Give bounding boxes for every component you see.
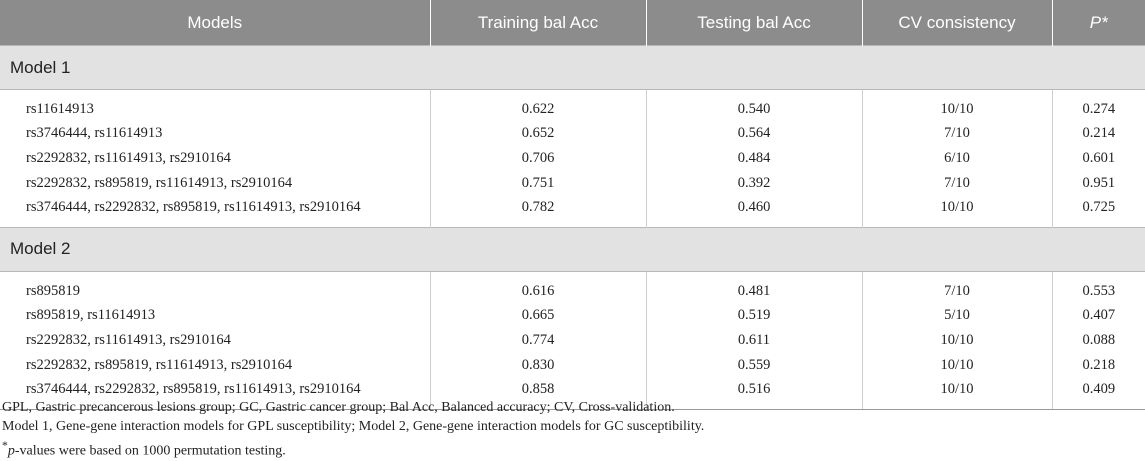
cell-testing-bal-acc: 0.392 bbox=[646, 170, 863, 196]
table-row: rs895819, rs11614913 0.665 0.519 5/10 0.… bbox=[0, 303, 1145, 329]
cell-p-value: 0.088 bbox=[1082, 331, 1116, 348]
cell-testing-bal-acc: 0.559 bbox=[646, 352, 863, 378]
spacer-row bbox=[0, 401, 1145, 410]
cell-p-value: 0.725 bbox=[1082, 199, 1116, 216]
cell-cv-consistency: 10/10 bbox=[862, 352, 1053, 378]
footnote-abbreviations: GPL, Gastric precancerous lesions group;… bbox=[2, 400, 675, 415]
cell-cv-consistency: 6/10 bbox=[862, 146, 1053, 171]
cell-models: rs3746444, rs2292832, rs895819, rs116149… bbox=[0, 377, 431, 402]
cell-training-bal-acc: 0.622 bbox=[430, 97, 647, 122]
cell-cv-consistency: 10/10 bbox=[862, 195, 1053, 220]
cell-p-value: 0.409 bbox=[1082, 381, 1116, 398]
footnote-p-label: p bbox=[7, 443, 15, 459]
group-label: Model 1 bbox=[0, 45, 1145, 90]
column-header-testing-bal-acc: Testing bal Acc bbox=[646, 0, 863, 46]
footnote-symbol: * bbox=[2, 439, 8, 452]
cell-models: rs2292832, rs895819, rs11614913, rs29101… bbox=[0, 170, 431, 196]
cell-training-bal-acc: 0.782 bbox=[430, 195, 647, 220]
column-header-cv-consistency: CV consistency bbox=[862, 0, 1053, 46]
table-row: rs3746444, rs2292832, rs895819, rs116149… bbox=[0, 377, 1145, 402]
table-row: rs2292832, rs11614913, rs2910164 0.774 0… bbox=[0, 328, 1145, 353]
table-row: rs11614913 0.622 0.540 10/10 0.274 bbox=[0, 97, 1145, 122]
cell-training-bal-acc: 0.665 bbox=[430, 303, 647, 329]
footnote-models: Model 1, Gene-gene interaction models fo… bbox=[2, 419, 705, 434]
cell-p-value: 0.601 bbox=[1082, 149, 1116, 166]
footnote-p-text: -values were based on 1000 permutation t… bbox=[14, 443, 286, 459]
group-label: Model 2 bbox=[0, 226, 1145, 272]
cell-cv-consistency: 7/10 bbox=[862, 170, 1053, 196]
cell-training-bal-acc: 0.751 bbox=[430, 170, 647, 196]
cell-cv-consistency: 5/10 bbox=[862, 303, 1053, 329]
cell-testing-bal-acc: 0.611 bbox=[646, 328, 863, 353]
cell-p-value: 0.218 bbox=[1082, 356, 1116, 373]
cell-training-bal-acc: 0.830 bbox=[430, 352, 647, 378]
cell-testing-bal-acc: 0.519 bbox=[646, 303, 863, 329]
table-row: rs895819 0.616 0.481 7/10 0.553 bbox=[0, 278, 1145, 304]
cell-training-bal-acc: 0.774 bbox=[430, 328, 647, 353]
table-row: rs3746444, rs2292832, rs895819, rs116149… bbox=[0, 195, 1145, 220]
p-value-label: P* bbox=[1089, 12, 1108, 32]
cell-training-bal-acc: 0.706 bbox=[430, 146, 647, 171]
cell-cv-consistency: 10/10 bbox=[862, 97, 1053, 122]
cell-models: rs2292832, rs11614913, rs2910164 bbox=[0, 146, 431, 171]
spacer-row bbox=[0, 219, 1145, 228]
cell-testing-bal-acc: 0.460 bbox=[646, 195, 863, 220]
group-row-model-2: Model 2 bbox=[0, 226, 1145, 272]
cell-testing-bal-acc: 0.481 bbox=[646, 278, 863, 304]
column-header-models: Models bbox=[0, 0, 431, 46]
cell-models: rs3746444, rs2292832, rs895819, rs116149… bbox=[0, 195, 431, 220]
cell-models: rs895819 bbox=[0, 278, 431, 304]
cell-cv-consistency: 10/10 bbox=[862, 328, 1053, 353]
cell-p-value: 0.951 bbox=[1082, 174, 1116, 191]
table-row: rs2292832, rs11614913, rs2910164 0.706 0… bbox=[0, 146, 1145, 171]
cell-cv-consistency: 10/10 bbox=[862, 377, 1053, 402]
cell-p-value: 0.214 bbox=[1082, 125, 1116, 142]
header-row: Models Training bal Acc Testing bal Acc … bbox=[0, 0, 1145, 46]
cell-training-bal-acc: 0.858 bbox=[430, 377, 647, 402]
cell-models: rs895819, rs11614913 bbox=[0, 303, 431, 329]
spacer-row bbox=[0, 271, 1145, 279]
column-header-training-bal-acc: Training bal Acc bbox=[430, 0, 647, 46]
footnote-p-values: *p-values were based on 1000 permutation… bbox=[2, 436, 1142, 461]
cell-models: rs2292832, rs11614913, rs2910164 bbox=[0, 328, 431, 353]
cell-p-value: 0.553 bbox=[1082, 282, 1116, 299]
table-footnotes: GPL, Gastric precancerous lesions group;… bbox=[2, 398, 1142, 461]
spacer-row bbox=[0, 89, 1145, 97]
cell-testing-bal-acc: 0.540 bbox=[646, 97, 863, 122]
column-header-p-value: P* bbox=[1052, 0, 1145, 46]
group-row-model-1: Model 1 bbox=[0, 45, 1145, 90]
cell-testing-bal-acc: 0.516 bbox=[646, 377, 863, 402]
table-row: rs2292832, rs895819, rs11614913, rs29101… bbox=[0, 352, 1145, 378]
cell-models: rs2292832, rs895819, rs11614913, rs29101… bbox=[0, 352, 431, 378]
cell-testing-bal-acc: 0.564 bbox=[646, 121, 863, 147]
table-row: rs2292832, rs895819, rs11614913, rs29101… bbox=[0, 170, 1145, 196]
table-row: rs3746444, rs11614913 0.652 0.564 7/10 0… bbox=[0, 121, 1145, 147]
cell-testing-bal-acc: 0.484 bbox=[646, 146, 863, 171]
cell-cv-consistency: 7/10 bbox=[862, 121, 1053, 147]
cell-training-bal-acc: 0.652 bbox=[430, 121, 647, 147]
cell-models: rs3746444, rs11614913 bbox=[0, 121, 431, 147]
cell-training-bal-acc: 0.616 bbox=[430, 278, 647, 304]
cell-cv-consistency: 7/10 bbox=[862, 278, 1053, 304]
cell-p-value: 0.407 bbox=[1082, 307, 1116, 324]
results-table: Models Training bal Acc Testing bal Acc … bbox=[0, 0, 1145, 410]
cell-p-value: 0.274 bbox=[1082, 100, 1116, 117]
cell-models: rs11614913 bbox=[0, 97, 431, 122]
